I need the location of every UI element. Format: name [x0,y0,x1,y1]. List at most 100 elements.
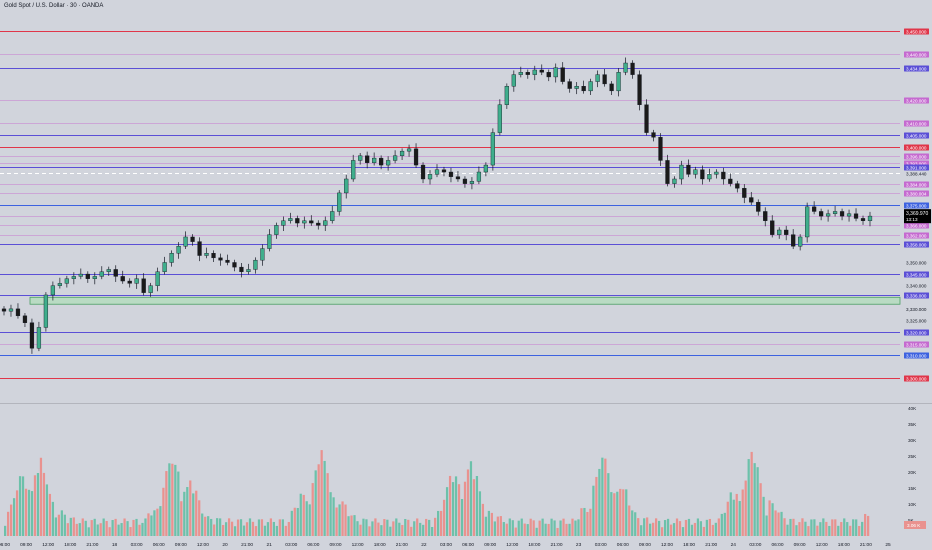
volume-bar [634,512,637,536]
volume-bar [299,493,302,536]
volume-bar [466,469,470,536]
volume-bar [628,505,631,536]
candle-body [728,178,733,184]
candle-body [448,171,454,177]
axis-tick-label: 3,340.000 [906,284,927,289]
candle-body [134,278,139,284]
volume-bar [296,507,299,536]
level-label: 3,375.000 [906,204,927,209]
volume-tick-label: 10K [908,502,917,507]
volume-bar [317,464,320,536]
candle-body [518,72,523,75]
volume-bar [198,500,201,536]
volume-bar [395,518,398,536]
candle-body [274,225,279,235]
candle-body [630,62,635,75]
time-tick-label: 03:00 [131,542,143,548]
candle-body [791,234,796,247]
volume-bar [484,516,488,536]
volume-bar [864,513,867,536]
volume-bar [233,526,237,536]
volume-bar [341,501,344,536]
volume-bar [741,489,744,536]
volume-bar [574,520,577,536]
volume-bar [607,473,610,536]
volume-bar [251,521,255,536]
volume-bar [210,518,213,536]
volume-bar [813,519,816,536]
volume-bar [789,518,792,536]
volume-bar [478,491,482,536]
volume-bar [840,522,843,536]
volume-bar [723,512,726,536]
volume-bar [843,518,846,536]
volume-bar [269,518,273,536]
volume-bar [63,514,66,536]
volume-bar [589,508,592,536]
volume-bar [221,524,225,536]
volume-bar [230,521,234,536]
candle-body [29,322,35,349]
candle-body [825,213,831,217]
volume-bar [150,515,153,536]
volume-bar [708,518,711,536]
candle-body [1,308,7,312]
volume-bar [263,525,267,536]
candle-body [832,211,838,214]
time-tick-label: 09:00 [484,542,496,548]
candle-body [707,174,712,180]
volume-bar [239,519,243,536]
volume-bar [257,519,261,536]
volume-bar [431,526,434,536]
time-tick-label: 12:00 [816,542,828,548]
volume-bar [278,519,281,536]
time-tick-label: 21:00 [860,542,872,548]
candle-body [372,157,377,163]
time-tick-label: 09:00 [794,542,806,548]
volume-bar [643,518,646,536]
volume-bar [425,518,428,536]
volume-bar [571,518,574,536]
candle-body [330,211,335,221]
level-label: 3,366.000 [906,224,927,229]
volume-bar [207,516,210,536]
time-tick-label: 06:00 [462,542,474,548]
candle-body [57,283,62,286]
demand-zone [29,296,901,305]
volume-bar [448,475,452,536]
candle-body [344,178,349,194]
volume-bar [735,493,738,536]
volume-bar [311,483,314,536]
candle-body [92,276,97,279]
volume-bar [595,476,598,536]
volume-bar [678,521,682,536]
candle-body [756,201,761,212]
volume-bar [834,519,837,536]
volume-bar [696,518,700,536]
volume-bar [852,519,855,536]
volume-bar [792,518,795,536]
volume-bar [123,518,126,536]
volume-tick-label: 35K [908,422,917,427]
candle-body [50,285,56,296]
volume-tick-label: 5K [908,518,915,523]
candle-body [616,72,621,92]
candle-body [644,104,649,133]
volume-bar [12,498,16,536]
candle-body [798,236,803,247]
volume-bar [529,518,532,536]
level-badge [904,271,929,278]
candle-body [197,241,202,256]
volume-bar [36,473,40,536]
volume-bar [174,464,177,536]
time-tick-label: 21:00 [86,542,98,548]
volume-bar [562,518,565,536]
volume-bar [672,523,676,536]
volume-bar [439,510,443,536]
volume-bar [195,490,198,536]
candle-body [413,148,419,166]
volume-bar [48,493,52,536]
volume-bar [759,483,762,536]
level-label: 3,396.000 [906,155,927,160]
